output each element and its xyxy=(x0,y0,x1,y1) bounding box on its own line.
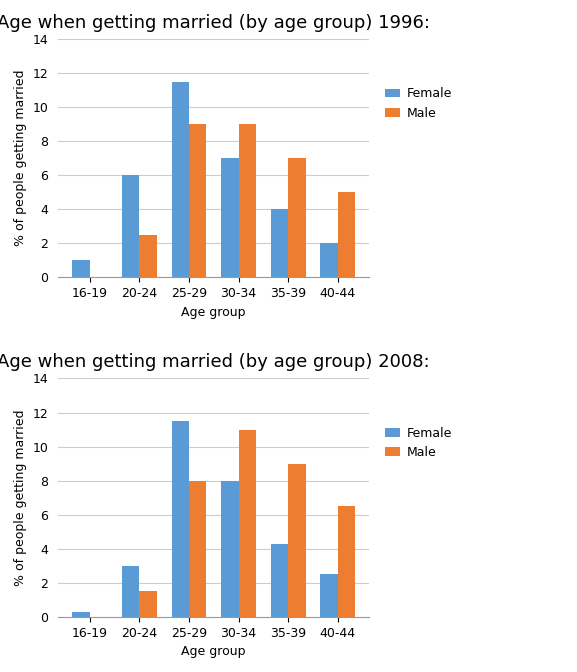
Bar xyxy=(288,464,306,617)
Bar xyxy=(288,158,306,278)
Bar xyxy=(122,566,139,617)
Bar xyxy=(139,235,156,278)
Bar xyxy=(171,81,189,278)
Bar xyxy=(238,429,256,617)
Bar xyxy=(189,480,206,617)
Legend: Female, Male: Female, Male xyxy=(379,421,458,465)
Bar xyxy=(338,192,355,278)
Bar xyxy=(139,591,156,617)
Bar xyxy=(271,544,288,617)
Y-axis label: % of people getting married: % of people getting married xyxy=(14,70,27,247)
Bar xyxy=(72,260,89,278)
Title: Age when getting married (by age group) 2008:: Age when getting married (by age group) … xyxy=(0,353,430,372)
Y-axis label: % of people getting married: % of people getting married xyxy=(14,409,27,586)
Legend: Female, Male: Female, Male xyxy=(379,81,458,126)
Bar xyxy=(238,124,256,278)
Bar xyxy=(320,243,338,278)
Bar xyxy=(338,506,355,617)
Bar xyxy=(221,480,238,617)
Bar xyxy=(122,175,139,278)
Bar xyxy=(271,209,288,278)
Bar xyxy=(171,421,189,617)
Bar xyxy=(189,124,206,278)
Bar xyxy=(320,575,338,617)
Bar xyxy=(72,612,89,617)
Bar xyxy=(221,158,238,278)
X-axis label: Age group: Age group xyxy=(182,306,246,319)
X-axis label: Age group: Age group xyxy=(182,645,246,658)
Title: Age when getting married (by age group) 1996:: Age when getting married (by age group) … xyxy=(0,14,430,32)
